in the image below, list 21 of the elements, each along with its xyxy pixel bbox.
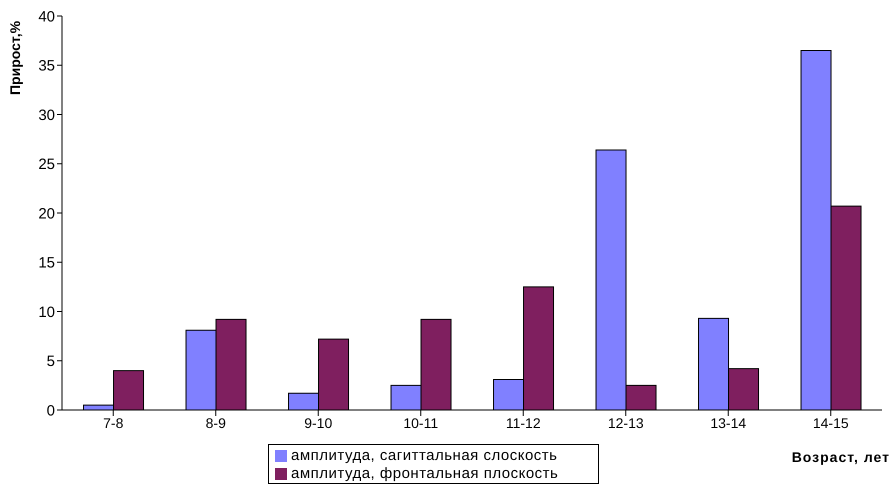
x-tick-label: 12-13	[608, 414, 644, 431]
y-tick-label: 10	[38, 304, 55, 321]
y-tick-label: 0	[46, 402, 55, 420]
legend-label: амплитуда, сагиттальная слоскость	[291, 447, 558, 464]
x-tick-label: 11-12	[506, 414, 541, 431]
x-tick-label: 10-11	[403, 414, 438, 431]
legend-label: амплитуда, фронтальная плоскость	[291, 465, 558, 482]
y-tick-label: 35	[38, 58, 55, 75]
x-tick-label: 7-8	[103, 414, 124, 431]
x-tick-label: 8-9	[206, 414, 226, 431]
y-tick-label: 25	[38, 156, 55, 174]
x-tick-label: 14-15	[812, 414, 849, 431]
y-tick-label: 15	[38, 254, 55, 272]
x-tick-label: 13-14	[710, 414, 746, 431]
y-tick-label: 20	[38, 205, 55, 222]
x-tick-label: 9-10	[304, 414, 332, 431]
x-axis-title: Возраст, лет	[792, 449, 890, 465]
y-axis-title: Прирост,%	[7, 20, 23, 95]
y-tick-label: 5	[46, 353, 55, 370]
y-tick-label: 40	[38, 8, 55, 26]
y-tick-label: 30	[38, 106, 55, 124]
